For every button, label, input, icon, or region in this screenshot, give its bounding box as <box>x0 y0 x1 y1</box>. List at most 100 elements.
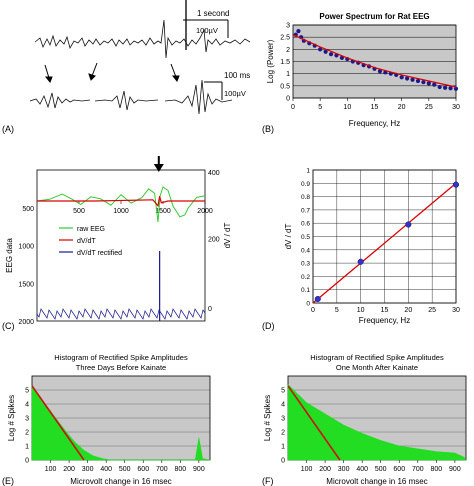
x-tick-label: 600 <box>137 466 149 473</box>
y-right-tick-label: 0 <box>208 306 212 313</box>
x-tick-label: 200 <box>319 466 331 473</box>
y-tick-label: 0 <box>281 458 285 465</box>
legend-label: dV/dT <box>77 238 96 245</box>
x-tick-label: 800 <box>174 466 186 473</box>
legend-label: dV/dT rectified <box>77 250 122 257</box>
y-tick-label: 5 <box>281 388 285 395</box>
y-tick-label: 0.6 <box>301 221 310 228</box>
y-tick-label: 4 <box>25 402 29 409</box>
x-tick-label: 600 <box>393 466 405 473</box>
y-axis-label: Log (Power) <box>266 39 275 83</box>
y-left-axis-label: EEG data <box>5 238 14 273</box>
x-tick-label: 1000 <box>113 208 129 215</box>
x-tick-label: 700 <box>156 466 168 473</box>
x-tick-label: 1500 <box>155 208 171 215</box>
x-tick-label: 25 <box>425 104 433 111</box>
x-axis-label: Microvolt change in 16 msec <box>70 477 171 486</box>
y-tick-label: 1 <box>286 71 290 78</box>
scale-label-amp-bottom: 100µV <box>224 89 246 98</box>
data-point <box>437 84 442 90</box>
x-tick-label: 20 <box>404 307 412 314</box>
data-point <box>432 82 437 87</box>
data-point <box>452 181 460 188</box>
rectified-series <box>36 308 206 320</box>
fit-line <box>312 182 457 304</box>
x-tick-label: 20 <box>398 104 406 111</box>
x-tick-label: 30 <box>452 307 460 314</box>
y-tick-label: 2.5 <box>280 35 290 42</box>
y-tick-label: 3 <box>281 416 285 423</box>
raw-eeg-series <box>36 186 206 223</box>
y-right-axis-label: dV / dT <box>223 222 232 248</box>
y-tick-label: 1 <box>281 444 285 451</box>
x-tick-label: 900 <box>449 466 461 473</box>
x-tick-label: 15 <box>381 307 389 314</box>
x-tick-label: 25 <box>428 307 436 314</box>
y-tick-label: 0.8 <box>301 194 310 201</box>
y-tick-label: 0 <box>306 301 310 308</box>
y-axis-label: Log # Spikes <box>263 395 272 441</box>
data-point <box>339 55 344 60</box>
panel-c-eeg-derivative: 500 1000 1500 20002000150010005004002000raw… <box>5 156 232 326</box>
y-tick-label: 2 <box>286 47 290 54</box>
x-tick-label: 300 <box>338 466 350 473</box>
data-point <box>399 75 404 80</box>
panel-label-b: (B) <box>262 124 274 134</box>
x-tick-label: 0 <box>291 104 295 111</box>
y-left-tick-label: 2000 <box>18 319 34 326</box>
scale-label-amp-top: 100µV <box>196 26 218 35</box>
y-tick-label: 2 <box>25 430 29 437</box>
scale-label-time-top: 1 second <box>197 9 229 18</box>
y-tick-label: 1 <box>306 168 310 175</box>
x-tick-label: 10 <box>343 104 351 111</box>
y-tick-label: 2 <box>281 430 285 437</box>
plot-frame <box>36 169 206 322</box>
x-tick-label: 700 <box>412 466 424 473</box>
panel-e-histogram-before: 0 1 2 3 4 5 100 200 300 400 500 600 700 800 900 Histogr… <box>7 353 211 486</box>
x-tick-label: 400 <box>100 466 112 473</box>
y-left-tick-label: 1500 <box>18 281 34 288</box>
data-point <box>410 77 415 82</box>
y-tick-label: 0.9 <box>301 181 310 188</box>
y-tick-label: 5 <box>25 388 29 395</box>
data-point <box>314 295 321 303</box>
y-tick-label: 0.7 <box>301 207 310 214</box>
x-tick-label: 100 <box>45 466 57 473</box>
data-point <box>405 221 412 228</box>
x-tick-label: 400 <box>356 466 368 473</box>
fit-line <box>31 385 85 461</box>
y-tick-label: 4 <box>281 402 285 409</box>
data-point <box>323 49 328 54</box>
down-arrows <box>44 62 180 83</box>
x-tick-label: 30 <box>452 104 460 111</box>
data-point <box>443 85 448 90</box>
legend-label: raw EEG <box>77 226 105 233</box>
y-tick-label: 0.5 <box>280 83 290 90</box>
y-right-tick-label: 400 <box>208 170 220 177</box>
y-left-tick-label: 1000 <box>18 244 34 251</box>
panel-label-a: (A) <box>2 124 14 134</box>
x-tick-label: 2000 <box>197 208 213 215</box>
y-tick-label: 3 <box>25 416 29 423</box>
data-point <box>421 80 426 85</box>
y-axis-label: Log # Spikes <box>7 395 16 441</box>
data-point <box>377 69 383 74</box>
eeg-zoom-3 <box>164 79 233 115</box>
y-tick-label: 1 <box>25 444 29 451</box>
x-tick-label: 10 <box>357 307 365 314</box>
y-axis-label: dV / dT <box>284 223 293 249</box>
histogram-bars <box>31 385 211 461</box>
dvdt-series <box>37 196 205 208</box>
fit-line <box>287 385 341 461</box>
eeg-zoom-1 <box>29 92 91 109</box>
y-tick-label: 0.5 <box>301 234 310 241</box>
x-axis-label: Frequency, Hz <box>359 316 410 325</box>
x-tick-label: 100 <box>301 466 313 473</box>
histogram-bars <box>287 383 467 461</box>
x-tick-label: 900 <box>193 466 205 473</box>
x-tick-label: 500 <box>119 466 131 473</box>
y-tick-label: 3 <box>286 23 290 30</box>
chart-subtitle: Three Days Before Kainate <box>76 363 166 372</box>
panel-a: 1 second 100µV 100 ms 100µV <box>29 0 250 115</box>
